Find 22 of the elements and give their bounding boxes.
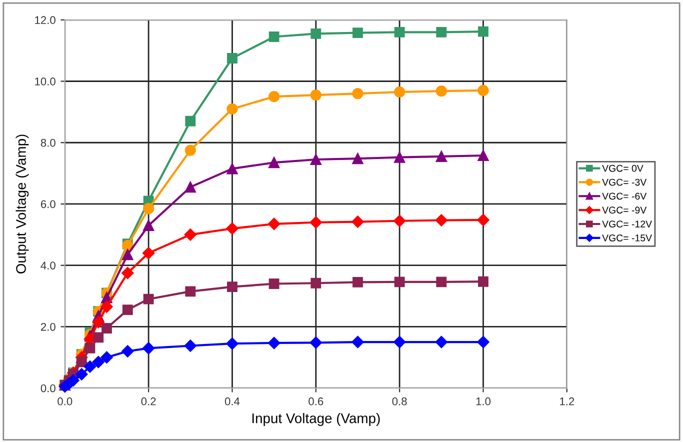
legend-label: VGC= -15V xyxy=(602,234,652,242)
x-axis-title: Input Voltage (Vamp) xyxy=(252,413,380,426)
y-tick-label: 12.0 xyxy=(35,16,56,24)
x-tick-label: 1.2 xyxy=(560,397,574,406)
legend-label: VGC= -9V xyxy=(602,206,647,214)
legend-label: VGC= 0V xyxy=(602,164,644,172)
y-tick-label: 0.0 xyxy=(40,384,56,392)
legend-label: VGC= -6V xyxy=(602,192,647,200)
x-tick-label: 0.4 xyxy=(224,397,240,406)
x-tick-label: 0.8 xyxy=(392,397,407,406)
y-tick-label: 2.0 xyxy=(40,322,56,331)
x-tick-label: 1.0 xyxy=(476,397,491,406)
y-tick-label: 10.0 xyxy=(35,78,56,86)
y-tick-label: 6.0 xyxy=(40,200,56,208)
y-axis-title: Output Voltage (Vamp) xyxy=(16,134,29,274)
x-tick-label: 0.6 xyxy=(308,397,324,406)
x-tick-label: 0.2 xyxy=(141,397,156,406)
y-tick-label: 4.0 xyxy=(40,262,56,270)
y-tick-label: 8.0 xyxy=(40,138,56,147)
x-tick-label: 0.0 xyxy=(58,397,72,406)
legend-label: VGC= -12V xyxy=(602,220,652,228)
legend-label: VGC= -3V xyxy=(602,178,647,186)
